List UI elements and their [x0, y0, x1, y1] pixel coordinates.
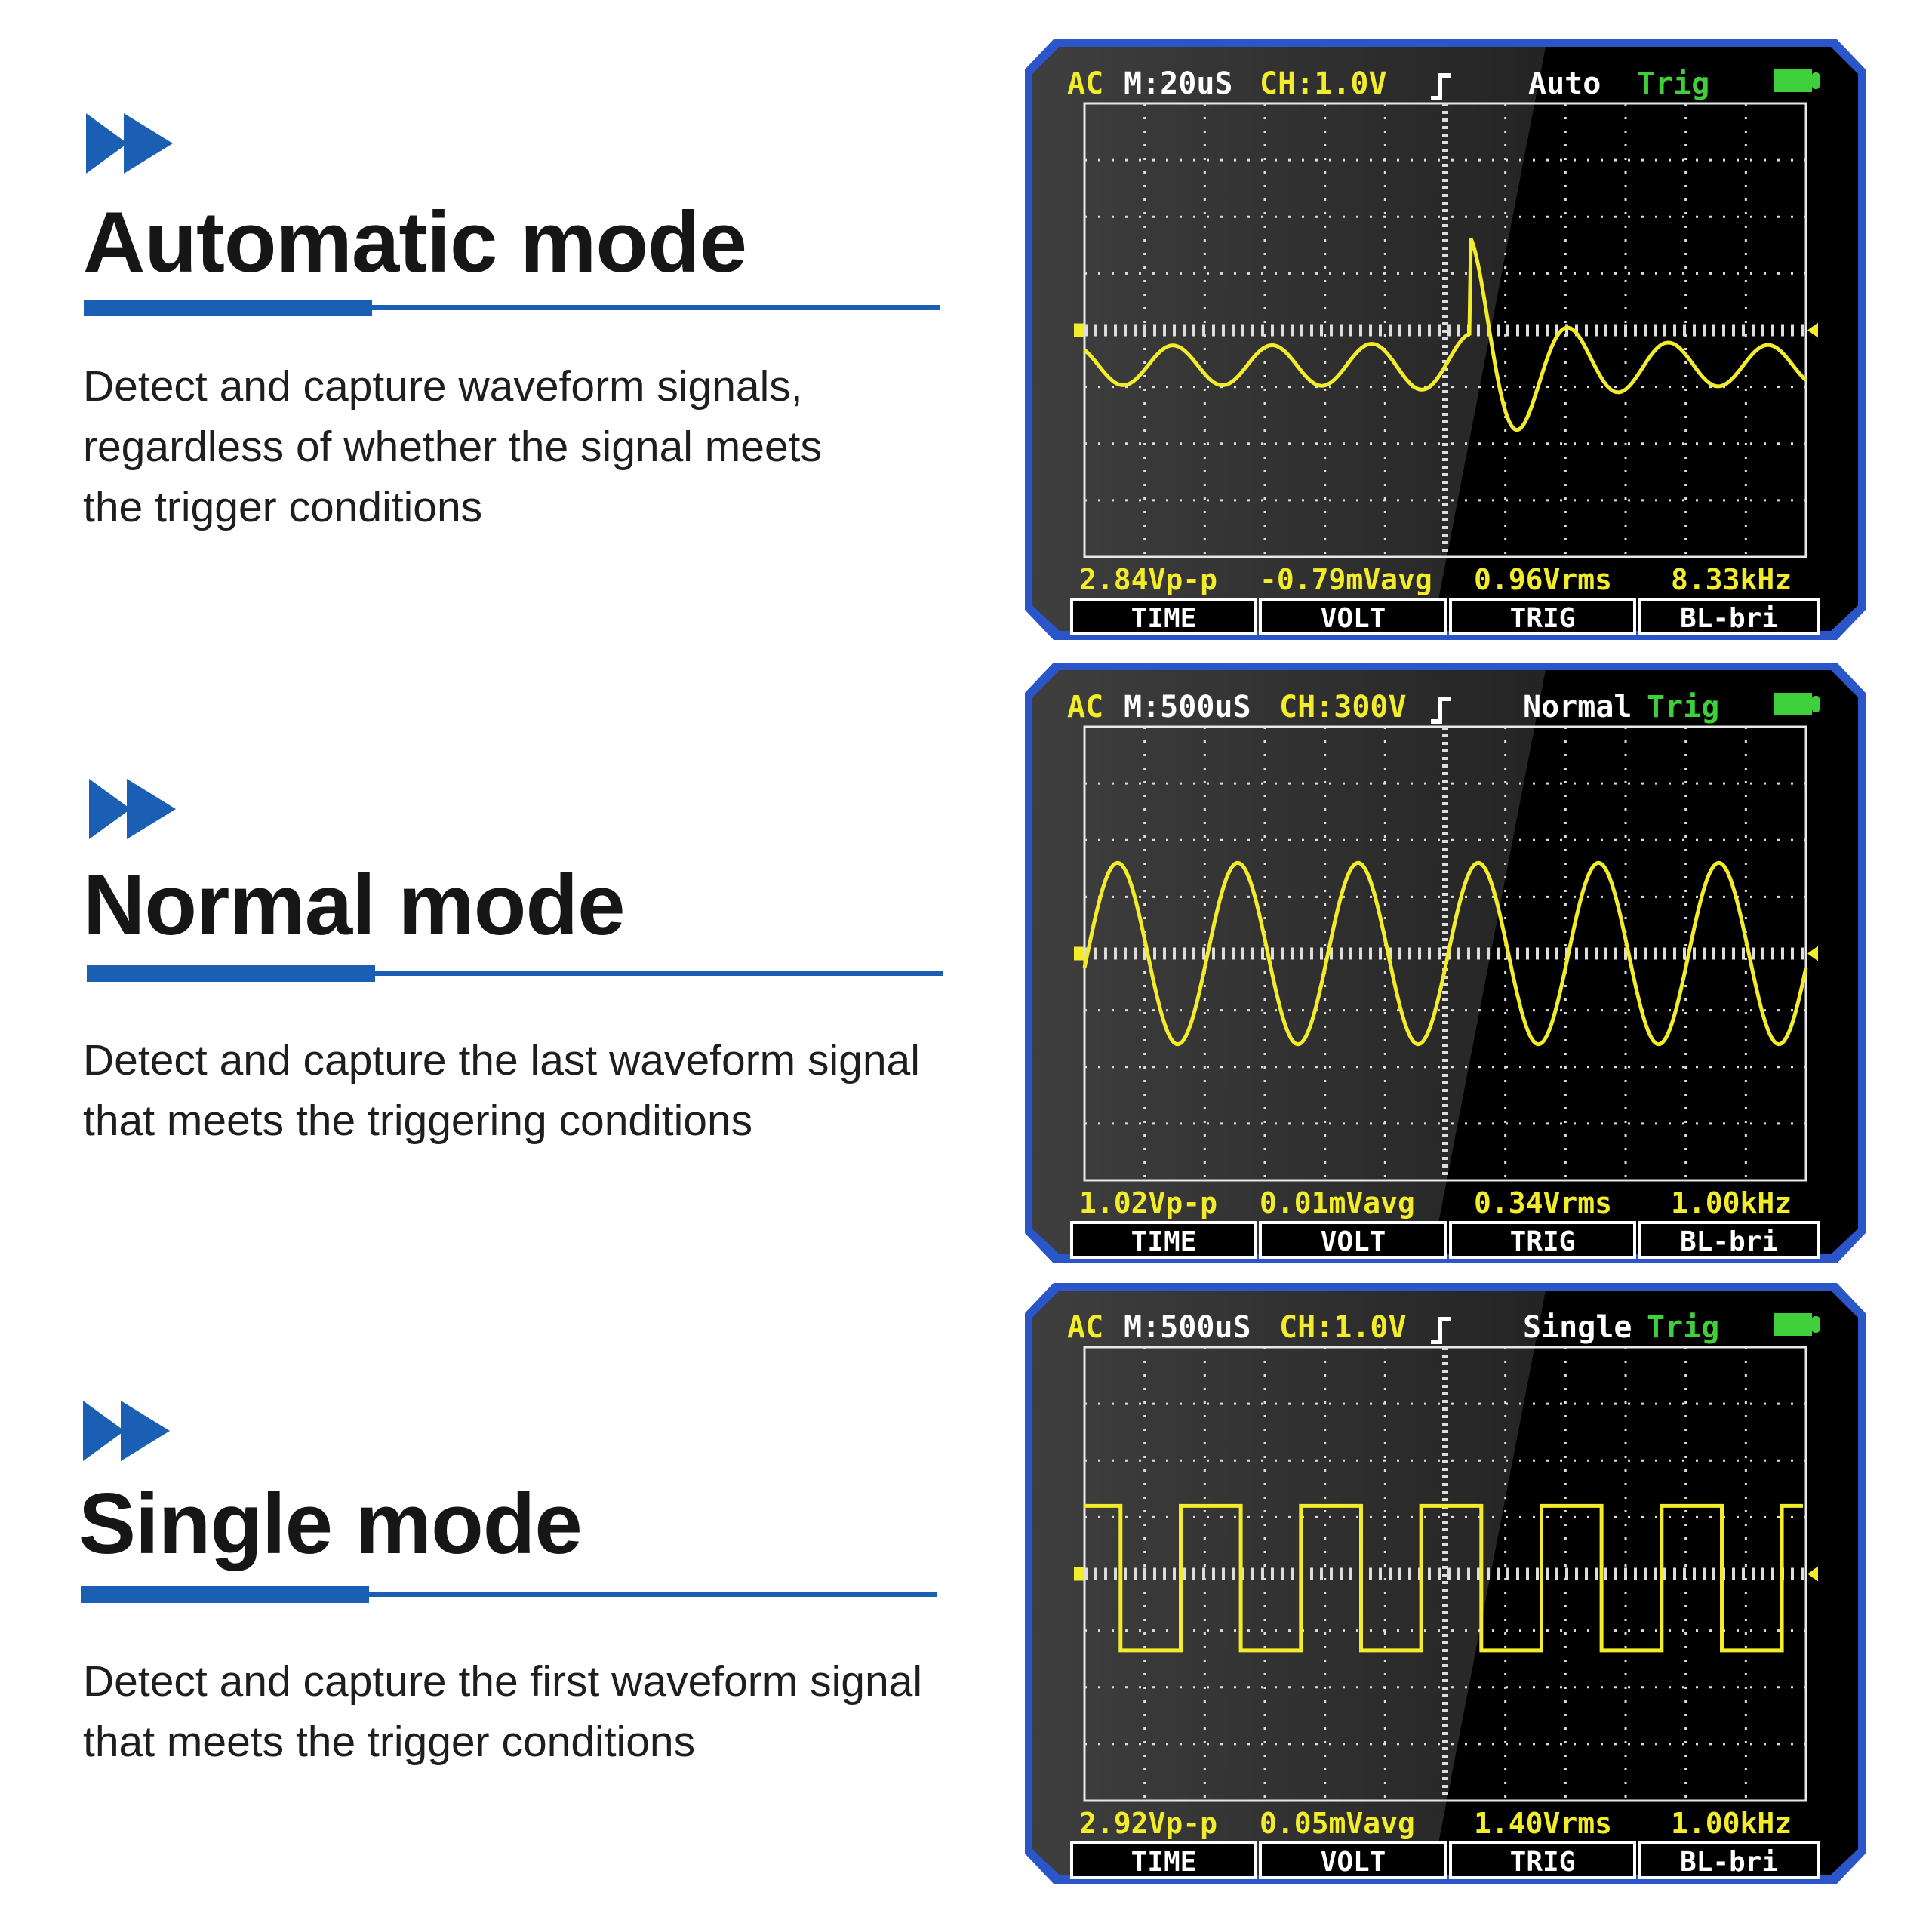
- channel-scale-label: CH:1.0V: [1279, 1310, 1407, 1345]
- battery-icon: [1774, 1313, 1820, 1336]
- measurement-3: 0.34Vrms: [1474, 1186, 1612, 1220]
- trig-status-label: Trig: [1637, 66, 1709, 101]
- title-underline-thin: [374, 971, 943, 976]
- battery-icon: [1774, 69, 1820, 92]
- waveform-trace: [1082, 860, 1808, 1047]
- softkey-label: BL-bri: [1680, 603, 1778, 634]
- channel-scale-label: CH:300V: [1279, 690, 1407, 724]
- softkey-time[interactable]: TIME: [1070, 1221, 1257, 1259]
- screen-glare: [1032, 1291, 1546, 1875]
- coupling-label: AC: [1067, 690, 1103, 724]
- timebase-label: M:500uS: [1124, 690, 1251, 724]
- battery-icon: [1774, 693, 1820, 715]
- softkey-volt[interactable]: VOLT: [1259, 598, 1447, 635]
- mode-description: Detect and capture the first waveform si…: [83, 1651, 922, 1772]
- trig-status-label: Trig: [1647, 1310, 1719, 1345]
- oscilloscope-screen-1: AC M:20uS CH:1.0V Auto Trig 2.84Vp-p -0.79mVav…: [1025, 39, 1866, 640]
- trigger-level-marker: [1807, 946, 1818, 961]
- softkey-volt[interactable]: VOLT: [1259, 1841, 1447, 1879]
- timebase-label: M:20uS: [1124, 66, 1233, 101]
- softkey-label: TIME: [1131, 603, 1197, 634]
- trigger-mode-label: Single: [1523, 1310, 1632, 1345]
- softkey-label: TIME: [1131, 1226, 1197, 1257]
- softkey-volt[interactable]: VOLT: [1259, 1221, 1447, 1259]
- title-underline-thin: [368, 1592, 937, 1597]
- softkey-bl-bri[interactable]: BL-bri: [1638, 1841, 1820, 1879]
- timebase-label: M:500uS: [1124, 1310, 1251, 1345]
- softkey-label: TRIG: [1510, 603, 1576, 634]
- title-underline-thick: [81, 1586, 369, 1603]
- mode-title: Normal mode: [83, 857, 625, 953]
- rising-edge-icon: [1431, 1317, 1451, 1344]
- channel-marker: [1074, 946, 1084, 961]
- measurement-2: 0.01mVavg: [1260, 1186, 1415, 1220]
- measurement-2: -0.79mVavg: [1260, 563, 1432, 596]
- softkey-label: BL-bri: [1680, 1847, 1778, 1878]
- softkey-label: VOLT: [1321, 603, 1386, 634]
- title-underline-thin: [371, 305, 940, 310]
- trigger-level-marker: [1807, 1566, 1818, 1582]
- softkey-label: TIME: [1131, 1847, 1197, 1878]
- measurement-4: 1.00kHz: [1671, 1807, 1792, 1840]
- description-line: Detect and capture waveform signals,: [83, 362, 803, 411]
- rising-edge-icon: [1431, 73, 1451, 100]
- screen-glare: [1032, 47, 1546, 631]
- coupling-label: AC: [1067, 66, 1103, 101]
- measurement-2: 0.05mVavg: [1260, 1807, 1415, 1840]
- measurement-3: 0.96Vrms: [1474, 563, 1612, 596]
- measurement-3: 1.40Vrms: [1474, 1807, 1612, 1840]
- channel-marker: [1074, 323, 1084, 337]
- softkey-label: VOLT: [1321, 1226, 1386, 1257]
- mode-description: Detect and capture the last waveform sig…: [83, 1030, 920, 1151]
- softkey-bl-bri[interactable]: BL-bri: [1638, 1221, 1820, 1259]
- softkey-label: TRIG: [1510, 1847, 1576, 1878]
- softkey-time[interactable]: TIME: [1070, 1841, 1257, 1879]
- channel-scale-label: CH:1.0V: [1260, 66, 1387, 101]
- oscilloscope-screen-3: AC M:500uS CH:1.0V Single Trig 2.92Vp-p 0.05mV…: [1025, 1283, 1866, 1884]
- description-line: that meets the triggering conditions: [83, 1097, 753, 1145]
- coupling-label: AC: [1067, 1310, 1103, 1345]
- measurement-1: 2.92Vp-p: [1079, 1807, 1217, 1840]
- measurement-4: 8.33kHz: [1671, 563, 1792, 596]
- softkey-label: BL-bri: [1680, 1226, 1778, 1257]
- rising-edge-icon: [1431, 697, 1451, 724]
- waveform-trace: [1084, 1503, 1803, 1653]
- trigger-level-marker: [1807, 322, 1818, 338]
- softkey-trig[interactable]: TRIG: [1449, 1841, 1636, 1879]
- mode-description: Detect and capture waveform signals, rega…: [83, 356, 822, 537]
- trigger-mode-label: Auto: [1528, 66, 1601, 101]
- description-line: the trigger conditions: [83, 483, 483, 531]
- mode-title: Automatic mode: [83, 195, 747, 291]
- screen-glare: [1032, 670, 1546, 1254]
- trigger-mode-label: Normal: [1523, 690, 1632, 724]
- title-underline-thick: [87, 965, 375, 982]
- mode-title: Single mode: [78, 1476, 583, 1572]
- softkey-trig[interactable]: TRIG: [1449, 1221, 1636, 1259]
- measurement-1: 1.02Vp-p: [1079, 1186, 1217, 1220]
- double-chevron-right-icon: [83, 1401, 170, 1461]
- double-chevron-right-icon: [89, 779, 176, 839]
- oscilloscope-screen-2: AC M:500uS CH:300V Normal Trig 1.02Vp-p 0.01mV…: [1025, 663, 1866, 1263]
- channel-marker: [1074, 1567, 1084, 1581]
- measurement-1: 2.84Vp-p: [1079, 563, 1217, 596]
- softkey-time[interactable]: TIME: [1070, 598, 1257, 635]
- trig-status-label: Trig: [1647, 690, 1719, 724]
- waveform-trace: [1083, 238, 1807, 432]
- softkey-trig[interactable]: TRIG: [1449, 598, 1636, 635]
- description-line: Detect and capture the first waveform si…: [83, 1657, 923, 1706]
- description-line: regardless of whether the signal meets: [83, 423, 823, 471]
- measurement-4: 1.00kHz: [1671, 1186, 1792, 1220]
- description-line: that meets the trigger conditions: [83, 1718, 696, 1766]
- softkey-bl-bri[interactable]: BL-bri: [1638, 598, 1820, 635]
- softkey-label: VOLT: [1321, 1847, 1386, 1878]
- title-underline-thick: [84, 300, 372, 316]
- softkey-label: TRIG: [1510, 1226, 1576, 1257]
- double-chevron-right-icon: [86, 113, 173, 174]
- description-line: Detect and capture the last waveform sig…: [83, 1036, 920, 1084]
